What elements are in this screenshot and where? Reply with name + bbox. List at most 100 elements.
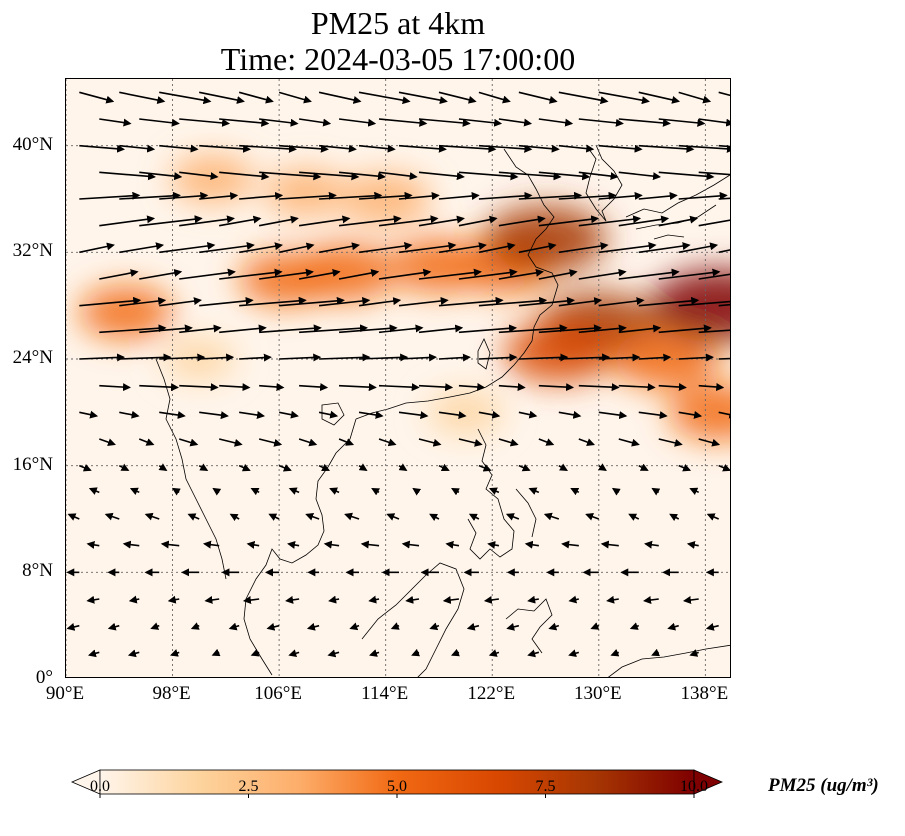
wind-arrow (498, 118, 533, 127)
newguinea-coastline (607, 644, 730, 677)
wind-arrow (129, 487, 140, 496)
wind-arrow (578, 438, 595, 446)
wind-arrow (628, 513, 640, 521)
colorbar-label: PM25 (ug/m³) (768, 775, 879, 796)
sulawesi-coastline (505, 598, 553, 654)
wind-arrow (250, 648, 260, 657)
wind-arrow (570, 488, 580, 496)
china-coastline (355, 148, 559, 420)
longitude-tick-label: 98°E (152, 683, 191, 704)
wind-arrow (86, 595, 100, 604)
wind-arrow (378, 171, 418, 181)
wind-arrow (518, 296, 575, 307)
wind-arrow (538, 118, 574, 127)
wind-arrow (658, 215, 699, 227)
wind-arrow (505, 513, 520, 521)
wind-arrow (259, 268, 314, 280)
wind-arrow (119, 91, 166, 104)
wind-arrow (238, 463, 251, 472)
wind-arrow (239, 242, 284, 254)
wind-arrow (558, 91, 609, 105)
colorbar-tick-label: 7.5 (535, 778, 556, 795)
wind-arrow (79, 144, 126, 153)
wind-arrow (298, 118, 332, 127)
wind-arrow (412, 487, 422, 496)
wind-arrow (682, 596, 699, 604)
wind-arrow (438, 353, 471, 362)
wind-arrow (401, 540, 420, 549)
wind-arrow (538, 438, 555, 446)
wind-arrow (638, 242, 691, 254)
wind-arrow (598, 411, 628, 420)
wind-arrow (79, 91, 115, 104)
wind-arrow (378, 383, 420, 392)
wind-arrow (669, 513, 680, 522)
wind-arrow (598, 463, 607, 472)
wind-arrow (418, 324, 464, 334)
wind-arrow (498, 215, 546, 227)
wind-arrow (288, 487, 300, 495)
pm25-plume (504, 321, 614, 383)
wind-arrow (298, 268, 341, 280)
wind-arrow (229, 513, 240, 522)
wind-arrow (478, 410, 501, 419)
wind-arrow (239, 411, 266, 419)
latitude-tick-label: 24°N (12, 347, 53, 368)
wind-arrow (318, 410, 339, 419)
wind-arrow (438, 463, 450, 472)
wind-arrow (518, 91, 558, 104)
wind-arrow (211, 648, 221, 657)
colorbar-tick-label: 0.0 (90, 778, 110, 795)
wind-arrow (171, 487, 181, 496)
pm25-plume (79, 285, 173, 339)
wind-arrow (598, 297, 645, 307)
wind-arrow (278, 91, 312, 104)
wind-arrow (299, 324, 369, 334)
wind-arrow (187, 513, 200, 521)
wind-arrow (658, 268, 721, 280)
wind-arrow (598, 191, 643, 200)
wind-arrow (99, 269, 139, 280)
pm25-plume (264, 168, 347, 216)
wind-arrow (706, 513, 719, 521)
wind-arrow (411, 648, 421, 657)
wind-arrow (558, 463, 568, 471)
wind-arrow (239, 144, 297, 153)
wind-arrow (398, 411, 429, 420)
wind-arrow (299, 171, 360, 181)
longitude-tick-label: 130°E (573, 683, 622, 704)
wind-arrow (538, 171, 591, 181)
wind-arrow (689, 487, 700, 496)
wind-arrow (578, 268, 627, 280)
wind-arrow (506, 622, 520, 631)
wind-arrow (360, 540, 380, 549)
wind-arrow (698, 219, 730, 227)
wind-arrow (139, 268, 183, 280)
wind-arrow (606, 595, 619, 604)
wind-arrow (344, 512, 360, 521)
wind-arrow (518, 144, 560, 153)
wind-arrow (658, 383, 687, 392)
wind-arrow (150, 622, 160, 630)
wind-arrow (718, 410, 730, 419)
wind-arrow (219, 118, 270, 127)
wind-arrow (287, 541, 300, 549)
wind-arrow (278, 242, 315, 254)
wind-arrow (202, 540, 220, 549)
wind-arrow (378, 324, 424, 334)
taiwan-coastline (477, 338, 491, 370)
wind-arrow (259, 171, 322, 181)
wind-arrow (598, 353, 641, 362)
wind-arrow (678, 242, 719, 254)
wind-arrow (104, 512, 120, 521)
wind-arrow (644, 540, 659, 549)
wind-arrow (578, 383, 620, 392)
wind-arrow (568, 649, 580, 658)
wind-arrow (266, 622, 280, 631)
wind-arrow (199, 411, 229, 420)
wind-arrow (258, 438, 283, 447)
wind-arrow (378, 215, 439, 227)
wind-arrow (527, 595, 539, 604)
wind-arrow (418, 215, 465, 227)
latitude-tick-label: 32°N (12, 240, 53, 262)
